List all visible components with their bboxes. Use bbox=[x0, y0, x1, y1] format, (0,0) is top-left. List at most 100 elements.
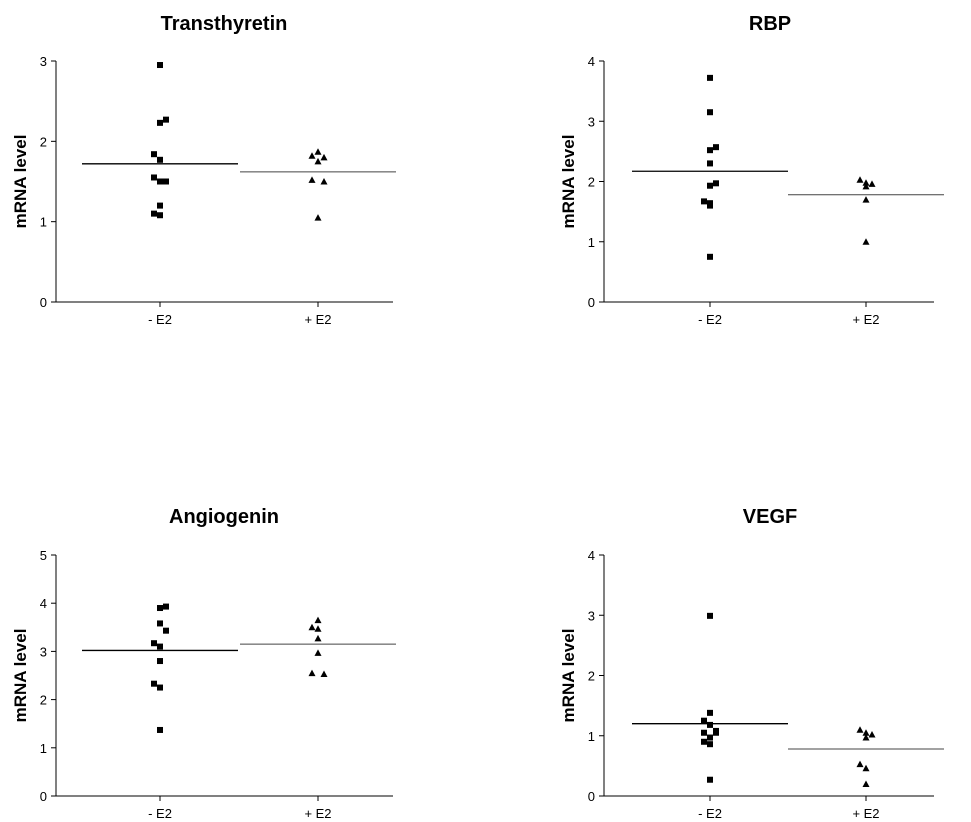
rbp-square-point bbox=[707, 160, 713, 167]
angiogenin-title: Angiogenin bbox=[169, 506, 279, 528]
angiogenin-panel: Angiogenin mRNA level 0 1 2 3 4 5 - E2 + E2 bbox=[11, 506, 396, 821]
vegf-title: VEGF bbox=[743, 506, 797, 528]
angiogenin-square-point bbox=[157, 620, 163, 627]
rbp-y-tick-label: 2 bbox=[588, 175, 595, 190]
rbp-square-point bbox=[707, 202, 713, 209]
vegf-y-tick-label: 1 bbox=[588, 729, 595, 744]
vegf-y-axis-label: mRNA level bbox=[559, 629, 578, 723]
vegf-square-point bbox=[701, 717, 707, 724]
vegf-square-point bbox=[707, 709, 713, 716]
transthyretin-square-point bbox=[163, 178, 169, 185]
vegf-triangle-point bbox=[856, 726, 864, 733]
rbp-y-tick-label: 4 bbox=[588, 54, 595, 69]
rbp-square-point bbox=[707, 182, 713, 189]
rbp-square-point bbox=[707, 147, 713, 154]
vegf-panel: VEGF mRNA level 0 1 2 3 4 - E2 + E2 bbox=[559, 506, 944, 821]
rbp-square-point bbox=[713, 144, 719, 151]
vegf-square-point bbox=[713, 729, 719, 736]
rbp-square-point bbox=[707, 109, 713, 116]
transthyretin-square-point bbox=[151, 210, 157, 217]
angiogenin-y-tick-label: 4 bbox=[40, 596, 47, 611]
angiogenin-square-point bbox=[157, 605, 163, 612]
angiogenin-triangle-point bbox=[314, 616, 322, 624]
transthyretin-square-point bbox=[157, 212, 163, 219]
transthyretin-triangle-point bbox=[320, 178, 328, 185]
angiogenin-triangle-point bbox=[320, 670, 328, 678]
transthyretin-triangle-point bbox=[308, 176, 316, 183]
vegf-square-point bbox=[707, 776, 713, 783]
vegf-square-point bbox=[701, 729, 707, 736]
angiogenin-triangle-point bbox=[308, 623, 316, 631]
angiogenin-square-point bbox=[157, 643, 163, 650]
transthyretin-y-tick-label: 3 bbox=[40, 54, 47, 69]
transthyretin-title: Transthyretin bbox=[161, 13, 288, 35]
rbp-title: RBP bbox=[749, 13, 791, 35]
vegf-y-tick-label: 3 bbox=[588, 608, 595, 623]
transthyretin-y-tick-label: 0 bbox=[40, 295, 47, 310]
transthyretin-triangle-point bbox=[308, 152, 316, 159]
rbp-y-tick-label: 0 bbox=[588, 295, 595, 310]
transthyretin-square-point bbox=[157, 156, 163, 163]
rbp-triangle-point bbox=[862, 179, 870, 186]
rbp-triangle-point bbox=[856, 176, 864, 183]
vegf-square-point bbox=[701, 738, 707, 745]
angiogenin-category-label: + E2 bbox=[304, 806, 331, 821]
rbp-y-axis-label: mRNA level bbox=[559, 135, 578, 229]
angiogenin-triangle-point bbox=[314, 634, 322, 642]
rbp-square-point bbox=[707, 74, 713, 81]
transthyretin-category-label: - E2 bbox=[148, 312, 172, 327]
transthyretin-triangle-point bbox=[314, 214, 322, 221]
transthyretin-category-label: + E2 bbox=[304, 312, 331, 327]
rbp-category-label: + E2 bbox=[852, 312, 879, 327]
transthyretin-square-point bbox=[157, 119, 163, 126]
transthyretin-y-tick-label: 1 bbox=[40, 215, 47, 230]
vegf-triangle-point bbox=[862, 734, 870, 741]
angiogenin-triangle-point bbox=[308, 669, 316, 677]
angiogenin-category-label: - E2 bbox=[148, 806, 172, 821]
vegf-square-point bbox=[707, 721, 713, 728]
angiogenin-triangle-point bbox=[314, 625, 322, 632]
vegf-y-tick-label: 4 bbox=[588, 548, 595, 563]
angiogenin-y-axis-label: mRNA level bbox=[11, 629, 30, 723]
transthyretin-triangle-point bbox=[314, 148, 322, 155]
transthyretin-square-point bbox=[157, 178, 163, 185]
angiogenin-y-tick-label: 1 bbox=[40, 741, 47, 756]
transthyretin-triangle-point bbox=[314, 157, 322, 165]
transthyretin-y-tick-label: 2 bbox=[40, 134, 47, 149]
angiogenin-triangle-point bbox=[314, 649, 322, 656]
angiogenin-square-point bbox=[163, 627, 169, 634]
vegf-y-tick-label: 2 bbox=[588, 669, 595, 684]
rbp-triangle-point bbox=[862, 182, 870, 190]
transthyretin-square-point bbox=[157, 62, 163, 69]
angiogenin-y-tick-label: 5 bbox=[40, 548, 47, 563]
rbp-y-tick-label: 3 bbox=[588, 114, 595, 129]
rbp-square-point bbox=[707, 253, 713, 260]
vegf-triangle-point bbox=[856, 760, 864, 768]
vegf-triangle-point bbox=[862, 764, 870, 772]
rbp-triangle-point bbox=[868, 180, 876, 187]
transthyretin-square-point bbox=[151, 174, 157, 181]
vegf-square-point bbox=[707, 741, 713, 748]
angiogenin-y-tick-label: 0 bbox=[40, 789, 47, 804]
rbp-square-point bbox=[701, 198, 707, 205]
rbp-triangle-point bbox=[862, 238, 870, 245]
vegf-square-point bbox=[707, 612, 713, 619]
angiogenin-square-point bbox=[163, 603, 169, 610]
transthyretin-square-point bbox=[151, 151, 157, 158]
vegf-category-label: - E2 bbox=[698, 806, 722, 821]
rbp-category-label: - E2 bbox=[698, 312, 722, 327]
vegf-y-tick-label: 0 bbox=[588, 789, 595, 804]
transthyretin-triangle-point bbox=[320, 153, 328, 161]
vegf-triangle-point bbox=[868, 731, 876, 738]
angiogenin-square-point bbox=[157, 684, 163, 691]
transthyretin-y-axis-label: mRNA level bbox=[11, 135, 30, 229]
vegf-category-label: + E2 bbox=[852, 806, 879, 821]
rbp-square-point bbox=[713, 180, 719, 187]
vegf-square-point bbox=[707, 734, 713, 741]
angiogenin-square-point bbox=[157, 726, 163, 733]
rbp-panel: RBP mRNA level 0 1 2 3 4 - E2 + E2 bbox=[559, 13, 944, 327]
rbp-y-tick-label: 1 bbox=[588, 235, 595, 250]
rbp-triangle-point bbox=[862, 196, 870, 203]
angiogenin-y-tick-label: 3 bbox=[40, 644, 47, 659]
